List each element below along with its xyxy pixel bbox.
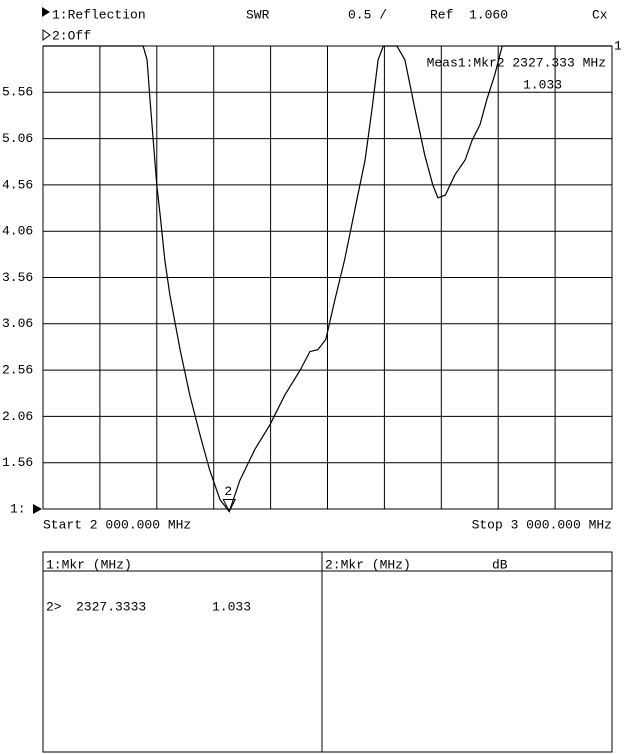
trace-off-icon xyxy=(42,29,51,41)
start-label: Start 2 000.000 MHz xyxy=(43,517,191,532)
y-tick-label: 4.06 xyxy=(2,224,33,239)
table-header: 2:Mkr (MHz) xyxy=(325,557,411,572)
ref-label: Ref 1.060 xyxy=(430,7,508,22)
stop-label: Stop 3 000.000 MHz xyxy=(472,517,612,532)
trace1-label: 1:Reflection xyxy=(52,7,146,22)
ref-marker-label: 1: xyxy=(10,501,26,516)
marker xyxy=(222,499,237,513)
readout-line2: 1.033 xyxy=(523,77,562,92)
table-header: dB xyxy=(492,557,508,572)
y-tick-label: 1.56 xyxy=(2,455,33,470)
y-tick-label: 5.06 xyxy=(2,131,33,146)
channel-label: 1 xyxy=(614,38,622,53)
y-tick-label: 2.06 xyxy=(2,409,33,424)
ref-marker-icon xyxy=(33,504,42,514)
table-frame xyxy=(42,551,613,753)
table-cell: 2> xyxy=(46,599,62,614)
y-tick-label: 5.56 xyxy=(2,85,33,100)
y-tick-label: 2.56 xyxy=(2,363,33,378)
format-label: SWR xyxy=(246,7,270,22)
cx-label: Cx xyxy=(592,7,608,22)
y-tick-label: 4.56 xyxy=(2,177,33,192)
marker-label: 2 xyxy=(224,484,232,499)
trace2-label: 2:Off xyxy=(52,28,91,43)
scale-label: 0.5 / xyxy=(348,7,387,22)
table-header: 1:Mkr (MHz) xyxy=(46,557,132,572)
trace-active-icon xyxy=(42,7,50,17)
trace-line xyxy=(43,45,612,513)
readout-line1: Meas1:Mkr2 2327.333 MHz xyxy=(427,55,606,70)
y-tick-label: 3.06 xyxy=(2,316,33,331)
y-tick-label: 3.56 xyxy=(2,270,33,285)
table-cell: 1.033 xyxy=(212,599,251,614)
table-cell: 2327.3333 xyxy=(76,599,146,614)
